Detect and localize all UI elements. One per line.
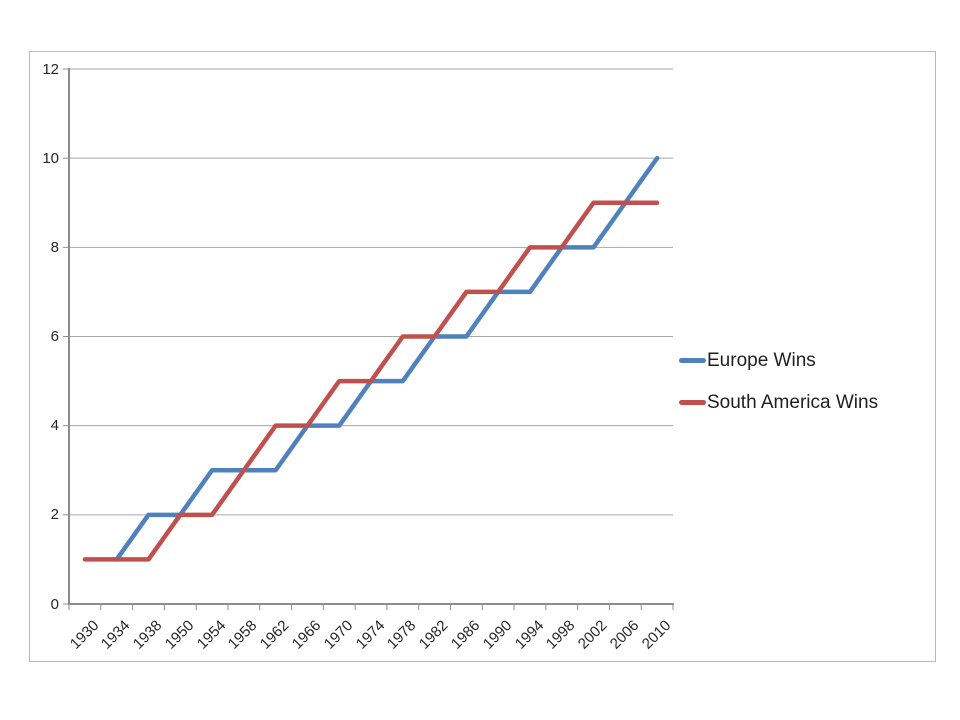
legend-entry-south-america-wins: South America Wins xyxy=(679,390,878,415)
legend-line-sample-europe xyxy=(679,358,706,363)
y-tick-label-8: 8 xyxy=(50,238,59,256)
legend-label-europe-wins: Europe Wins xyxy=(707,349,816,371)
y-tick-label-0: 0 xyxy=(50,595,59,613)
chart-frame: 0 2 4 6 8 10 12 1930 1934 1938 1950 1954 1958 1962 19… xyxy=(29,51,936,662)
y-tick-label-10: 10 xyxy=(42,149,59,167)
y-tick-label-4: 4 xyxy=(50,417,59,435)
legend-entry-europe-wins: Europe Wins xyxy=(679,348,878,373)
y-tick-label-12: 12 xyxy=(42,60,59,78)
legend: Europe Wins South America Wins xyxy=(679,348,878,415)
series-line-1 xyxy=(82,200,660,562)
legend-label-south-america-wins: South America Wins xyxy=(707,391,879,413)
series-line-0 xyxy=(114,155,660,562)
y-tick-label-6: 6 xyxy=(50,328,59,345)
plot-area xyxy=(63,68,674,610)
y-tick-label-2: 2 xyxy=(50,506,59,524)
legend-line-sample-south-america xyxy=(679,400,706,405)
